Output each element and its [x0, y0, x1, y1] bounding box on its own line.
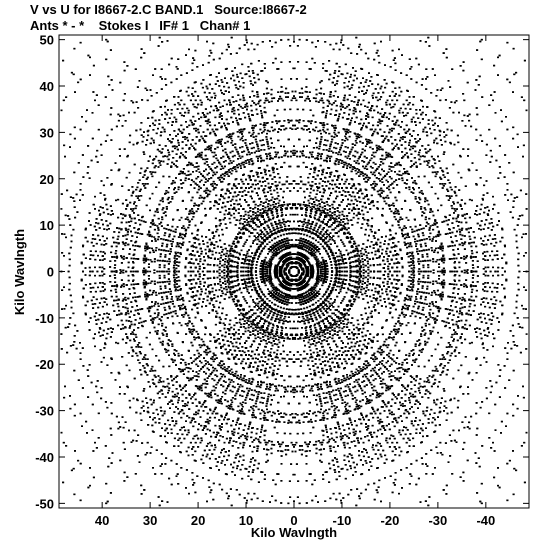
uv-point [369, 276, 372, 279]
uv-point [369, 264, 372, 267]
uv-point [409, 242, 412, 244]
uv-point [151, 293, 153, 296]
uv-point [436, 270, 439, 273]
uv-point [429, 225, 432, 227]
uv-point [435, 247, 437, 250]
uv-point [179, 308, 182, 311]
uv-point [220, 246, 223, 248]
data-points-layer [60, 36, 528, 507]
uv-point [165, 291, 168, 293]
uv-point [415, 229, 418, 232]
uv-point [173, 261, 176, 263]
uv-point [422, 281, 425, 283]
uv-point [176, 242, 179, 244]
uv-point [365, 246, 368, 248]
uv-point [220, 295, 223, 297]
uv-point [156, 225, 159, 227]
uv-point [435, 293, 437, 296]
uv-point [422, 270, 425, 273]
uv-point [398, 262, 401, 264]
uv-point [422, 260, 425, 262]
uv-point [406, 232, 409, 235]
uv-point [217, 258, 220, 260]
uv-point [411, 289, 414, 292]
uv-point [216, 276, 219, 279]
uv-point [153, 305, 156, 307]
uv-point [165, 250, 168, 252]
uv-point [149, 282, 152, 284]
uv-point [218, 289, 221, 291]
uv-point [216, 270, 219, 273]
uv-point [412, 261, 415, 263]
uv-point [174, 289, 177, 292]
uv-point [368, 258, 371, 260]
uv-point [429, 316, 432, 318]
uv-point [420, 291, 423, 293]
uv-point [167, 239, 170, 242]
uv-point [398, 279, 401, 281]
uv-point [216, 264, 219, 267]
uv-point [173, 270, 176, 273]
uv-point [187, 262, 190, 264]
uv-point [149, 259, 152, 261]
uv-point [420, 250, 423, 252]
uv-point [163, 281, 166, 283]
uv-point [432, 236, 435, 238]
uv-point [397, 287, 400, 290]
uv-point [187, 270, 190, 273]
uv-point [190, 245, 193, 248]
uv-point [369, 270, 372, 273]
plot-subtitle: Ants * - * Stokes I IF# 1 Chan# 1 [30, 18, 250, 34]
uv-point [153, 236, 156, 238]
uv-point [395, 295, 398, 298]
uv-point [367, 252, 370, 254]
uv-point [412, 270, 415, 273]
uv-point [156, 316, 159, 318]
uv-point [365, 295, 368, 297]
uv-point [188, 287, 191, 290]
uv-point [170, 311, 173, 314]
uv-point [170, 229, 173, 232]
plot-title: V vs U for I8667-2.C BAND.1 Source:I8667… [30, 2, 307, 18]
uv-point [412, 280, 415, 282]
uv-point [217, 283, 220, 285]
uv-point [409, 299, 412, 301]
uv-point [418, 301, 421, 304]
uv-point [397, 253, 400, 256]
uv-point [395, 245, 398, 248]
uv-point [167, 301, 170, 304]
uv-point [436, 259, 439, 261]
uv-point [218, 252, 221, 254]
uv-point [151, 247, 153, 250]
uv-point [418, 239, 421, 242]
uv-point [174, 251, 177, 254]
uv-point [436, 282, 439, 284]
uv-point [179, 232, 182, 235]
uv-point [163, 270, 166, 273]
uv-point [187, 279, 190, 281]
uv-point [398, 270, 401, 273]
uv-point [173, 280, 176, 282]
uv-point [411, 251, 414, 254]
uv-point [190, 295, 193, 298]
uv-point [176, 299, 179, 301]
uv-point [415, 311, 418, 314]
uv-point [432, 305, 435, 307]
uv-point [367, 289, 370, 291]
uv-point [188, 253, 191, 256]
uv-point [163, 260, 166, 262]
uv-point [368, 283, 371, 285]
uv-point [406, 308, 409, 311]
uv-point [149, 270, 152, 273]
